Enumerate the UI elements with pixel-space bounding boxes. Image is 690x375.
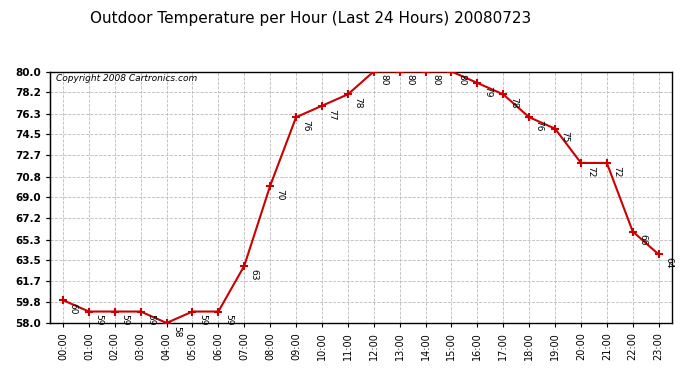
Text: 80: 80 bbox=[405, 74, 414, 86]
Text: Outdoor Temperature per Hour (Last 24 Hours) 20080723: Outdoor Temperature per Hour (Last 24 Ho… bbox=[90, 11, 531, 26]
Text: 72: 72 bbox=[586, 166, 595, 177]
Text: 76: 76 bbox=[302, 120, 310, 132]
Text: 64: 64 bbox=[664, 257, 673, 268]
Text: 59: 59 bbox=[146, 314, 155, 326]
Text: 70: 70 bbox=[276, 189, 285, 200]
Text: 60: 60 bbox=[68, 303, 77, 314]
Text: 72: 72 bbox=[613, 166, 622, 177]
Text: 80: 80 bbox=[380, 74, 388, 86]
Text: 77: 77 bbox=[328, 109, 337, 120]
Text: Copyright 2008 Cartronics.com: Copyright 2008 Cartronics.com bbox=[57, 74, 197, 83]
Text: 79: 79 bbox=[483, 86, 492, 97]
Text: 59: 59 bbox=[120, 314, 129, 326]
Text: 76: 76 bbox=[535, 120, 544, 132]
Text: 66: 66 bbox=[638, 234, 647, 246]
Text: 78: 78 bbox=[509, 97, 518, 109]
Text: 80: 80 bbox=[431, 74, 440, 86]
Text: 75: 75 bbox=[560, 131, 570, 143]
Text: 58: 58 bbox=[172, 326, 181, 337]
Text: 59: 59 bbox=[95, 314, 103, 326]
Text: 59: 59 bbox=[224, 314, 233, 326]
Text: 78: 78 bbox=[353, 97, 362, 109]
Text: 80: 80 bbox=[457, 74, 466, 86]
Text: 63: 63 bbox=[250, 268, 259, 280]
Text: 59: 59 bbox=[198, 314, 207, 326]
